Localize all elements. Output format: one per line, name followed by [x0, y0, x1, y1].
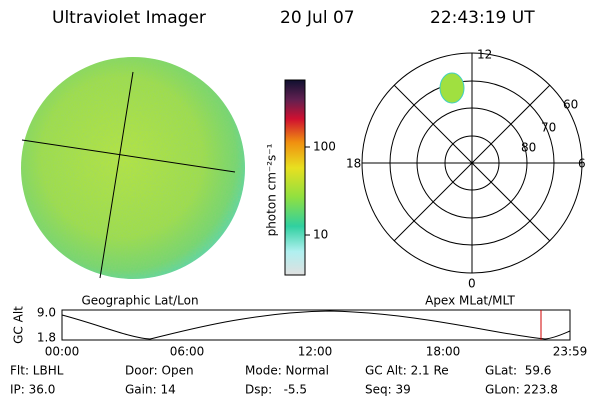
- x-tick-label: 00:00: [45, 345, 80, 359]
- x-tick-label: 12:00: [298, 345, 333, 359]
- plot-frame: [61, 309, 571, 341]
- y-axis-label: GC Alt: [12, 306, 26, 344]
- y-tick-label: 1.8: [37, 331, 56, 345]
- info-field: GLon: 223.8: [485, 383, 558, 397]
- info-field: Dsp: -5.5: [245, 383, 307, 397]
- info-field: Flt: LBHL: [10, 364, 64, 378]
- y-tick-label: 9.0: [37, 306, 56, 320]
- x-tick-label: 06:00: [170, 345, 205, 359]
- aurora-blob: [439, 72, 465, 104]
- lat-line: [21, 139, 236, 173]
- info-field: IP: 36.0: [10, 383, 55, 397]
- info-field: GC Alt: 2.1 Re: [365, 364, 449, 378]
- colorbar-unit: photon cm⁻²s⁻¹: [265, 143, 279, 236]
- time: 22:43:19 UT: [430, 8, 535, 28]
- colorbar-label: 10: [313, 228, 328, 242]
- lon-line: [99, 71, 134, 279]
- info-field: Seq: 39: [365, 383, 411, 397]
- mlt-label: 18: [346, 157, 361, 171]
- lat-label: 80: [521, 141, 536, 155]
- x-tick-label: 18:00: [426, 345, 461, 359]
- date: 20 Jul 07: [280, 8, 355, 28]
- info-field: GLat: 59.6: [485, 364, 551, 378]
- info-field: Mode: Normal: [245, 364, 329, 378]
- altitude-plot: [61, 309, 571, 341]
- lat-label: 70: [541, 121, 556, 135]
- mlt-label: 6: [578, 157, 586, 171]
- polar-panel: [361, 52, 583, 274]
- colorbar-label: 100: [313, 140, 336, 154]
- info-field: Gain: 14: [125, 383, 176, 397]
- colorbar: [284, 79, 306, 276]
- mlt-label: 0: [468, 277, 476, 291]
- image-panel: [21, 57, 245, 279]
- info-field: Door: Open: [125, 364, 194, 378]
- title: Ultraviolet Imager: [52, 8, 206, 28]
- spoke: [393, 84, 551, 242]
- x-tick-label: 23:59: [553, 345, 588, 359]
- mlt-label: 12: [477, 48, 492, 62]
- altitude-curve: [61, 310, 571, 340]
- lat-label: 60: [563, 98, 578, 112]
- panel-label: Geographic Lat/Lon: [81, 294, 198, 308]
- panel-label: Apex MLat/MLT: [425, 294, 515, 308]
- earth-disk: [21, 57, 245, 279]
